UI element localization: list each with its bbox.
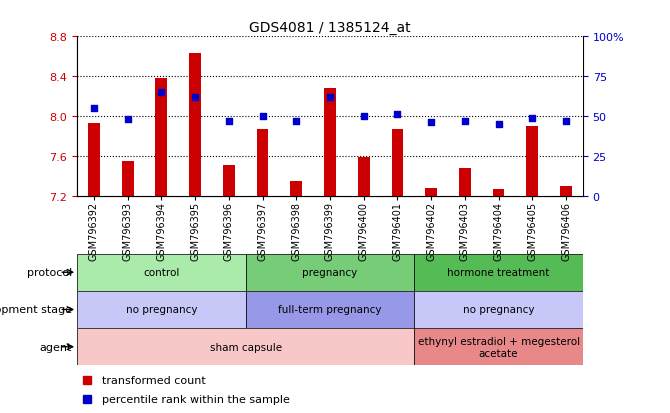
Bar: [155, 79, 168, 196]
Point: [426, 120, 437, 126]
Text: full-term pregnancy: full-term pregnancy: [278, 305, 382, 315]
Point: [88, 105, 99, 112]
Text: sham capsule: sham capsule: [210, 342, 281, 352]
Point: [392, 112, 403, 119]
Point: [223, 118, 234, 125]
Bar: [246, 291, 414, 328]
Bar: [77, 328, 414, 366]
Point: [291, 118, 302, 125]
Point: [156, 90, 167, 96]
Point: [324, 94, 335, 101]
Text: no pregnancy: no pregnancy: [125, 305, 197, 315]
Bar: [459, 169, 471, 196]
Point: [460, 118, 470, 125]
Bar: [324, 89, 336, 196]
Bar: [391, 130, 403, 196]
Bar: [88, 123, 100, 196]
Bar: [492, 189, 505, 196]
Text: transformed count: transformed count: [103, 375, 206, 385]
Bar: [189, 54, 201, 196]
Bar: [414, 291, 583, 328]
Bar: [246, 254, 414, 291]
Bar: [560, 186, 572, 196]
Bar: [77, 254, 246, 291]
Bar: [527, 127, 538, 196]
Bar: [425, 188, 437, 196]
Point: [527, 115, 537, 121]
Point: [190, 94, 200, 101]
Text: protocol: protocol: [27, 268, 72, 278]
Text: development stage: development stage: [0, 305, 72, 315]
Bar: [223, 165, 234, 196]
Point: [493, 121, 504, 128]
Text: pregnancy: pregnancy: [302, 268, 358, 278]
Bar: [257, 130, 269, 196]
Bar: [77, 291, 246, 328]
Text: hormone treatment: hormone treatment: [448, 268, 550, 278]
Text: control: control: [143, 268, 180, 278]
Point: [122, 116, 133, 123]
Point: [561, 118, 572, 125]
Bar: [290, 181, 302, 196]
Bar: [122, 161, 133, 196]
Text: percentile rank within the sample: percentile rank within the sample: [103, 394, 290, 404]
Title: GDS4081 / 1385124_at: GDS4081 / 1385124_at: [249, 21, 411, 35]
Bar: [358, 157, 370, 196]
Point: [358, 113, 369, 120]
Bar: [414, 254, 583, 291]
Bar: [414, 328, 583, 366]
Text: agent: agent: [40, 342, 72, 352]
Point: [257, 113, 268, 120]
Text: no pregnancy: no pregnancy: [463, 305, 535, 315]
Text: ethynyl estradiol + megesterol
acetate: ethynyl estradiol + megesterol acetate: [417, 336, 580, 358]
